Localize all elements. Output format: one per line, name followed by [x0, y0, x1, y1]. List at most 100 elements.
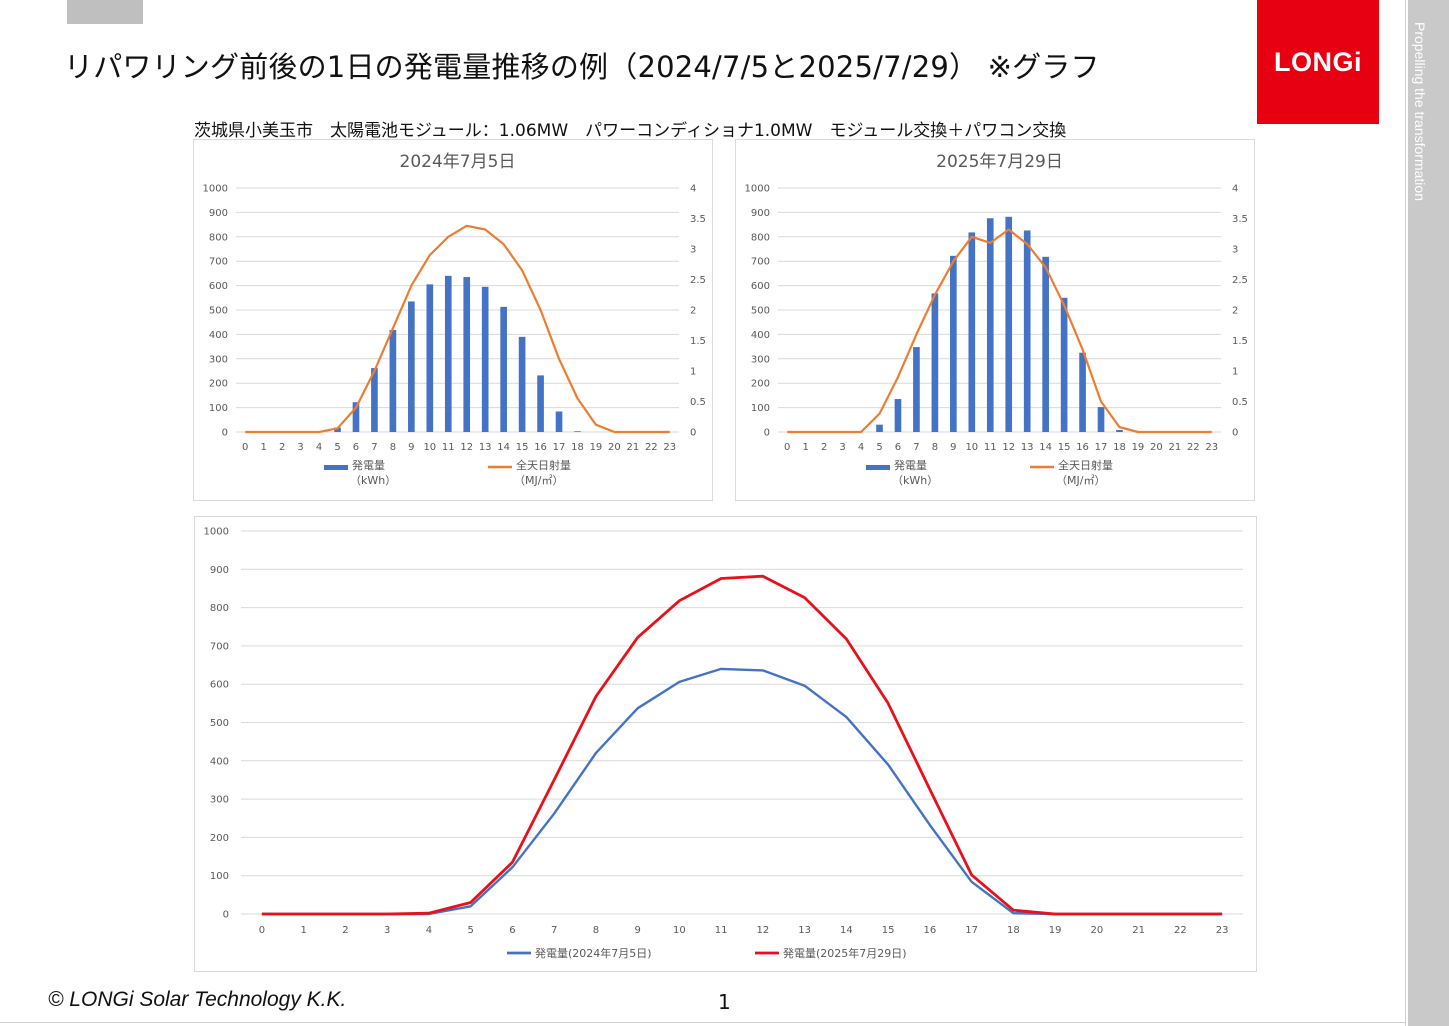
legend-label-0: 発電量(2024年7月5日) — [535, 946, 652, 960]
y-tick-label: 200 — [751, 379, 770, 390]
x-tick-label: 20 — [608, 442, 621, 453]
y-tick-label: 1000 — [204, 527, 229, 538]
x-tick-label: 13 — [1021, 442, 1034, 453]
x-tick-label: 8 — [932, 442, 938, 453]
y2-tick-label: 0 — [690, 428, 696, 439]
y-tick-label: 600 — [210, 680, 229, 691]
x-tick-label: 1 — [261, 442, 267, 453]
x-tick-label: 9 — [634, 925, 640, 936]
bar — [986, 218, 994, 432]
legend-label-1: 発電量(2025年7月29日) — [783, 946, 907, 960]
series-line-0 — [261, 667, 1223, 916]
y-tick-label: 200 — [209, 379, 228, 390]
y-tick-label: 500 — [751, 306, 770, 317]
y2-tick-label: 2 — [690, 306, 696, 317]
x-tick-label: 22 — [1187, 442, 1200, 453]
x-tick-label: 6 — [895, 442, 901, 453]
bar — [968, 232, 976, 432]
bar — [555, 411, 563, 432]
x-tick-label: 2 — [821, 442, 827, 453]
bar — [574, 431, 581, 432]
x-tick-label: 21 — [1168, 442, 1181, 453]
y-tick-label: 800 — [751, 232, 770, 243]
x-tick-label: 9 — [950, 442, 956, 453]
legend-label-line: 全天日射量 — [1058, 458, 1113, 472]
x-tick-label: 19 — [1132, 442, 1145, 453]
legend-label-line: 全天日射量 — [516, 458, 571, 472]
legend-label-bar: 発電量 — [894, 458, 927, 472]
x-tick-label: 22 — [1174, 925, 1187, 936]
x-tick-label: 13 — [479, 442, 492, 453]
legend-unit-bar: （kWh） — [350, 474, 396, 487]
longi-logo: LONGi — [1257, 0, 1379, 124]
x-tick-label: 0 — [259, 925, 265, 936]
x-tick-label: 8 — [593, 925, 599, 936]
bar — [1060, 297, 1068, 432]
x-tick-label: 18 — [1007, 925, 1020, 936]
x-tick-label: 5 — [334, 442, 340, 453]
y-tick-label: 100 — [751, 403, 770, 414]
x-tick-label: 13 — [798, 925, 811, 936]
x-tick-label: 10 — [965, 442, 978, 453]
x-tick-label: 12 — [757, 925, 770, 936]
y-tick-label: 200 — [210, 833, 229, 844]
y2-tick-label: 3 — [690, 245, 696, 256]
y2-tick-label: 0.5 — [1232, 397, 1248, 408]
y-tick-label: 0 — [222, 428, 228, 439]
chart-2024-svg: 2024年7月5日0100200300400500600700800900100… — [203, 152, 706, 487]
y-tick-label: 100 — [209, 403, 228, 414]
chart-title: 2024年7月5日 — [400, 152, 516, 172]
chart-panel-comparison: 0 100 200 300 400 500 600 700 800 900 1000 0 1 2 3 4 5 6 7… — [194, 516, 1257, 972]
x-tick-label: 17 — [965, 925, 978, 936]
y-tick-label: 800 — [210, 603, 229, 614]
x-tick-label: 16 — [534, 442, 547, 453]
bar — [500, 306, 507, 432]
y2-tick-label: 0.5 — [690, 397, 706, 408]
x-tick-label: 6 — [353, 442, 359, 453]
y-tick-label: 1000 — [745, 184, 770, 195]
x-tick-label: 19 — [590, 442, 603, 453]
y-tick-label: 1000 — [203, 184, 228, 195]
chart-panel-2025: 2025年7月29日 0 100 200 300 400 500 600 700 800 900 10… — [735, 139, 1255, 501]
x-tick-label: 11 — [984, 442, 997, 453]
bar — [950, 255, 957, 432]
irradiance-line — [787, 228, 1212, 434]
x-tick-label: 10 — [423, 442, 436, 453]
bar — [481, 286, 489, 432]
y-tick-label: 700 — [751, 257, 770, 268]
y-tick-label: 500 — [210, 718, 229, 729]
x-tick-label: 16 — [1076, 442, 1089, 453]
y2-tick-label: 1.5 — [690, 336, 706, 347]
legend-swatch-bar — [324, 465, 348, 470]
x-tick-label: 2 — [279, 442, 285, 453]
y-tick-label: 300 — [210, 795, 229, 806]
x-tick-label: 4 — [426, 925, 432, 936]
y-tick-label: 500 — [209, 306, 228, 317]
y-tick-label: 0 — [223, 910, 229, 921]
x-tick-label: 7 — [551, 925, 557, 936]
y2-tick-label: 3.5 — [690, 214, 706, 225]
x-tick-label: 22 — [645, 442, 658, 453]
top-gray-tab — [67, 0, 143, 24]
x-tick-label: 1 — [300, 925, 306, 936]
series-line-1 — [261, 574, 1223, 916]
site-subtitle: 茨城県小美玉市 太陽電池モジュール：1.06MW パワーコンディショナ1.0MW… — [194, 121, 1067, 141]
x-tick-label: 17 — [553, 442, 566, 453]
x-tick-label: 18 — [571, 442, 584, 453]
x-tick-label: 1 — [803, 442, 809, 453]
y-tick-label: 400 — [209, 330, 228, 341]
bar — [518, 336, 526, 432]
y-tick-label: 100 — [210, 871, 229, 882]
y2-tick-label: 4 — [690, 184, 696, 195]
x-tick-label: 19 — [1049, 925, 1062, 936]
x-tick-label: 23 — [1205, 442, 1218, 453]
chart-2025-svg: 2025年7月29日010020030040050060070080090010… — [745, 152, 1248, 487]
y-tick-label: 0 — [764, 428, 770, 439]
bar — [1023, 230, 1031, 432]
x-tick-label: 11 — [442, 442, 455, 453]
x-tick-label: 7 — [371, 442, 377, 453]
x-tick-label: 0 — [242, 442, 248, 453]
y-tick-label: 900 — [209, 208, 228, 219]
y-tick-label: 400 — [751, 330, 770, 341]
x-tick-label: 5 — [876, 442, 882, 453]
